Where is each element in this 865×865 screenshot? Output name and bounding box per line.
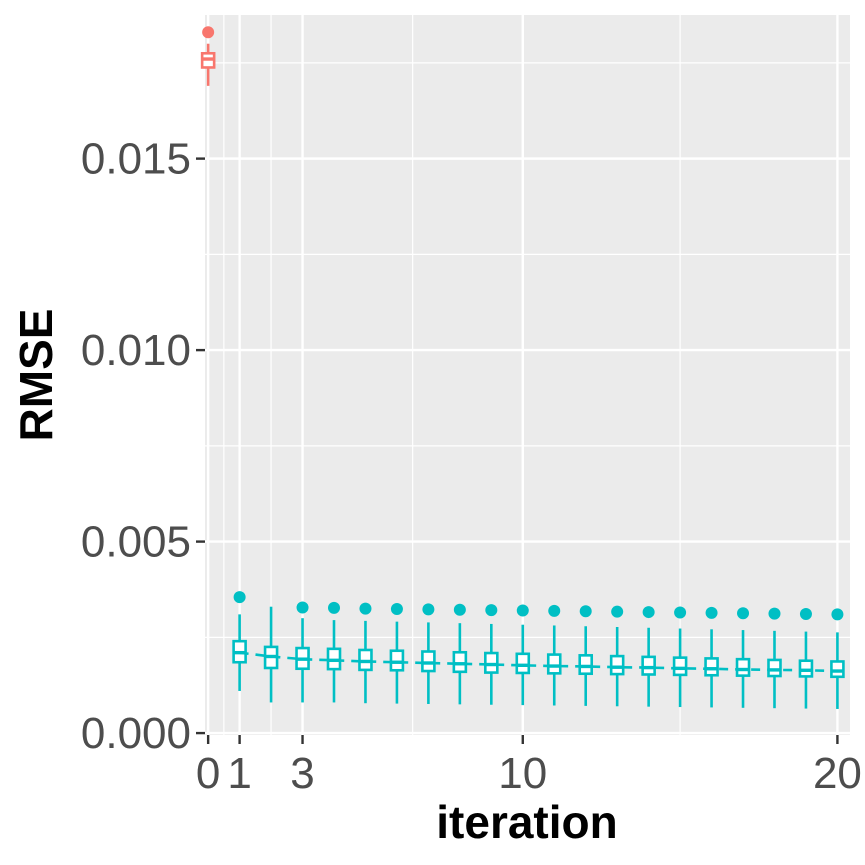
box-iteration-3 (295, 601, 310, 703)
y-tick-label: 0.000 (81, 709, 191, 758)
box-iqr (798, 659, 814, 678)
box-iqr (767, 658, 782, 678)
box-iqr (484, 651, 499, 674)
box-outlier-point (831, 608, 844, 621)
box-outlier-point (611, 605, 624, 618)
box-outlier-point (705, 606, 718, 619)
box-outlier-point (548, 604, 561, 617)
box-iqr (672, 656, 688, 677)
box-iteration-11 (546, 604, 562, 706)
box-iqr (389, 649, 405, 672)
box-iqr (515, 652, 531, 675)
box-iteration-0 (200, 26, 216, 86)
box-outlier-point (359, 602, 372, 615)
box-iqr (735, 657, 751, 677)
x-tick-label: 1 (227, 749, 251, 798)
box-outlier-point (233, 591, 246, 604)
y-axis-title: RMSE (10, 309, 62, 442)
box-iteration-5 (358, 602, 373, 704)
box-iteration-8 (452, 603, 468, 705)
box-outlier-point (642, 606, 655, 619)
box-outlier-point (674, 606, 687, 619)
major-gridlines (205, 15, 850, 735)
x-tick-label: 3 (290, 749, 314, 798)
y-tick-label: 0.015 (81, 135, 191, 184)
box-outlier-point (296, 601, 309, 614)
box-outlier-point (328, 601, 340, 614)
box-iqr (578, 654, 594, 676)
y-tick-label: 0.005 (81, 518, 191, 567)
chart-marks (200, 26, 845, 709)
box-iteration-14 (641, 606, 656, 707)
box-iteration-16 (704, 606, 719, 708)
x-axis-title: iteration (436, 796, 617, 848)
y-tick-label: 0.010 (81, 326, 191, 375)
box-iqr (704, 657, 719, 677)
median-trend-line (239, 651, 838, 673)
box-outlier-point (799, 607, 812, 620)
box-iteration-12 (578, 605, 594, 706)
box-iqr (830, 660, 845, 679)
box-iqr (421, 650, 436, 673)
x-tick-label: 0 (196, 749, 220, 798)
box-outlier-point (579, 605, 592, 618)
box-iqr (609, 654, 625, 676)
box-iteration-4 (326, 601, 342, 703)
box-outlier-point (453, 603, 466, 616)
box-outlier-point (485, 604, 498, 617)
box-iteration-17 (735, 607, 751, 708)
box-iqr (452, 650, 468, 674)
box-iqr (546, 653, 562, 675)
axes: 0.000 0.005 0.010 0.015 0 1 3 10 20 (81, 135, 862, 798)
box-outlier-point (390, 603, 403, 615)
box-iteration-9 (484, 604, 499, 705)
box-outlier-point (737, 607, 750, 620)
box-iteration-20 (830, 608, 845, 709)
box-iqr (641, 655, 656, 676)
box-outlier-point (516, 604, 529, 617)
box-outlier-point (768, 607, 781, 620)
x-tick-label: 10 (498, 749, 547, 798)
box-iteration-10 (515, 604, 531, 706)
box-outlier-point (202, 26, 215, 39)
x-tick-label: 20 (813, 749, 862, 798)
box-outlier-point (422, 603, 435, 616)
